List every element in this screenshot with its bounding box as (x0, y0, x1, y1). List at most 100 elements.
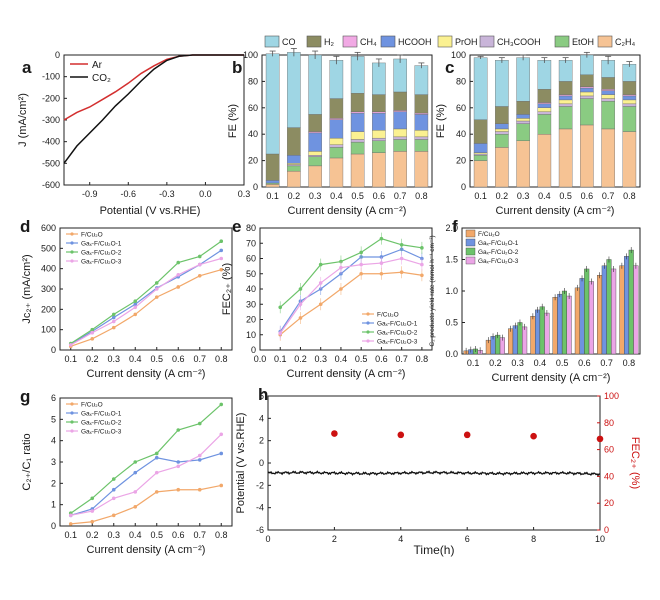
y-axis-label-c: FE (%) (435, 104, 447, 138)
y-tick-label: 40 (248, 129, 258, 139)
legend-label-3: Gaₓ-F/Cu₂O-2 (81, 420, 122, 427)
y-axis-label-b: FE (%) (227, 104, 239, 138)
legend-swatch-1 (465, 229, 476, 238)
data-point (176, 464, 181, 469)
data-point (278, 331, 283, 336)
x-tick-label: 0.3 (517, 191, 530, 201)
series-line-1 (279, 271, 422, 336)
bar-segment-ch3cooh (601, 98, 615, 102)
x-tick-label: 0.3 (238, 189, 251, 199)
x-tick-label: 0.1 (274, 354, 287, 364)
bar-4 (611, 268, 617, 355)
bar-segment-co (495, 60, 509, 107)
bar-3 (584, 268, 590, 355)
data-point (197, 273, 202, 278)
y-tick-label: 100 (41, 325, 56, 335)
bar-segment-co (516, 57, 530, 102)
x-tick-label: 0.2 (496, 191, 509, 201)
bar-segment-ch3cooh (393, 136, 407, 140)
y-tick-label: 1.5 (445, 255, 458, 265)
x-tick-label: 0.5 (556, 358, 569, 368)
series-line-1 (70, 269, 222, 347)
y-tick-label: 0 (55, 50, 60, 60)
data-point (176, 460, 181, 464)
data-point (420, 256, 424, 261)
bar-segment-c2h4 (601, 128, 615, 188)
y2-tick-label: 20 (604, 498, 614, 508)
data-point (339, 271, 343, 276)
bar-segment-co (350, 56, 365, 94)
x-tick-label: 0.1 (64, 530, 77, 540)
y-tick-label: 70 (246, 238, 256, 248)
data-point (176, 272, 181, 277)
data-point (111, 312, 116, 317)
bar-segment-hcooh (601, 90, 615, 95)
y-tick-label: 20 (456, 156, 466, 166)
data-point (90, 337, 95, 341)
data-point (90, 327, 95, 332)
y-tick-label: -500 (42, 158, 60, 168)
bar-4 (544, 312, 550, 355)
y-tick-label: 10 (246, 330, 256, 340)
x-tick-label: 0.3 (107, 354, 120, 364)
bar-segment-co (372, 62, 386, 95)
bar-segment-ch3cooh (414, 136, 429, 140)
bar-segment-etoh (329, 147, 344, 159)
data-point (133, 312, 138, 317)
bar-2 (557, 293, 563, 355)
legend-swatch-c2h4 (597, 35, 613, 48)
x-tick-label: 0.3 (107, 530, 120, 540)
y-tick-label: 50 (246, 269, 256, 279)
data-point (68, 522, 73, 526)
x-tick-label: 0.6 (172, 354, 185, 364)
bar-4 (522, 326, 528, 355)
legend-swatch-co (264, 35, 280, 48)
legend-marker-4 (70, 259, 74, 263)
legend-marker-4 (366, 339, 370, 343)
bar-segment-co (329, 60, 344, 99)
bar-segment-c2h4 (287, 170, 301, 188)
bar-segment-h2 (516, 100, 530, 115)
fec-point (397, 431, 405, 439)
fec-point (530, 432, 537, 440)
bar-segment-h2 (329, 98, 344, 119)
bar-segment-c2h4 (350, 153, 365, 188)
bar-segment-h2 (414, 94, 429, 114)
data-point (90, 330, 95, 335)
data-point (197, 421, 202, 426)
x-axis-label-g: Current density (A cm⁻²) (87, 544, 206, 556)
data-point (133, 302, 138, 307)
legend-swatch-ch4 (342, 35, 358, 48)
y-tick-label: 100 (243, 50, 258, 60)
x-tick-label: 0.3 (511, 358, 524, 368)
bar-segment-co (308, 54, 322, 115)
bar-2 (579, 278, 585, 355)
data-point (90, 496, 95, 501)
bar-segment-c2h4 (414, 151, 429, 188)
data-point (133, 460, 138, 464)
x-axis-label-e: Current density (A cm⁻²) (287, 368, 406, 380)
x-tick-label: 0.8 (415, 191, 428, 201)
legend-label-h2: H₂ (324, 37, 334, 47)
series-line-ar (63, 54, 244, 121)
x-tick-label: 0.7 (193, 530, 206, 540)
data-point (154, 287, 159, 291)
data-point (90, 509, 95, 513)
y2-tick-label: 100 (604, 391, 619, 401)
y-tick-label: 2.0 (445, 223, 458, 233)
legend-marker-2 (70, 411, 74, 415)
x-tick-label: 0 (265, 534, 270, 544)
y-tick-label: 4 (259, 413, 264, 423)
y-tick-label: 500 (41, 243, 56, 253)
legend-label-proh: PrOH (455, 37, 478, 47)
x-tick-label: 8 (531, 534, 536, 544)
data-point (219, 451, 224, 456)
bar-segment-etoh (601, 100, 615, 130)
data-point (111, 513, 116, 518)
bar-1 (508, 328, 514, 355)
bar-segment-c2h4 (580, 124, 594, 188)
legend-label-3: Gaₓ-F/Cu₂O-2 (478, 249, 519, 256)
bar-segment-co (393, 58, 407, 93)
bar-segment-proh (393, 128, 407, 138)
